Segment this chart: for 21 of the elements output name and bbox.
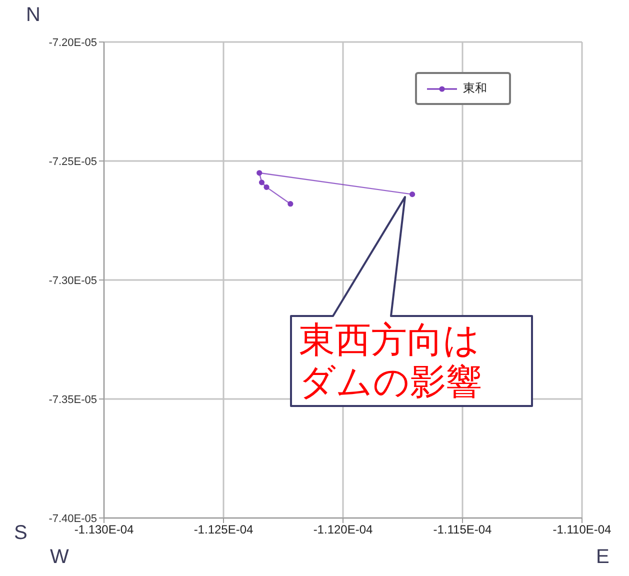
point [256, 170, 262, 176]
x-tick-label: -1.125E-04 [194, 522, 254, 537]
text: E [596, 546, 610, 568]
point [288, 201, 294, 207]
y-tick-label: -7.20E-05 [48, 36, 97, 49]
text: N [26, 4, 40, 26]
y-tick-label: -7.40E-05 [48, 512, 97, 525]
legend-label: 東和 [463, 80, 487, 97]
y-tick-label: -7.30E-05 [48, 274, 97, 287]
text: S [14, 522, 28, 544]
y-tick-label: -7.25E-05 [48, 156, 97, 168]
point [264, 184, 270, 190]
x-tick-label: -1.115E-04 [433, 522, 492, 537]
text: W [50, 546, 69, 568]
annotation: 東西方向はダムの影響 [299, 320, 483, 404]
point [258, 180, 265, 186]
x-tick-label: -1.120E-04 [313, 522, 374, 537]
point [410, 192, 416, 198]
x-tick-label: -1.110E-04 [552, 522, 612, 537]
x-tick-label: -1.130E-04 [74, 522, 134, 537]
y-tick-label: -7.35E-05 [48, 394, 97, 406]
